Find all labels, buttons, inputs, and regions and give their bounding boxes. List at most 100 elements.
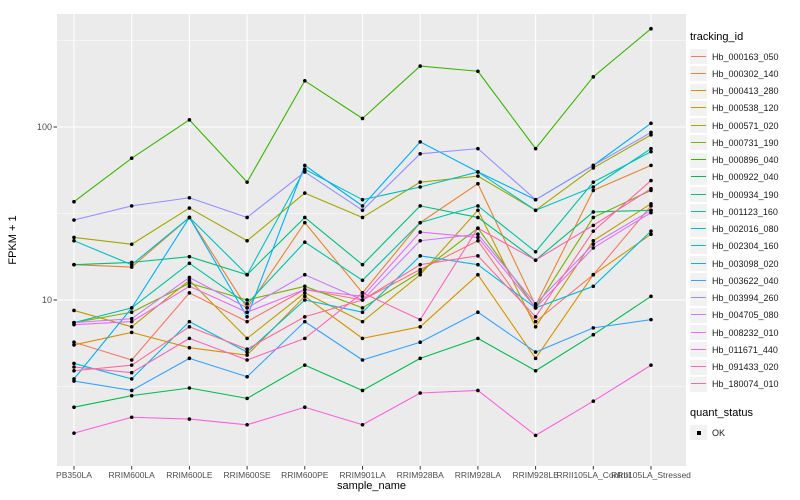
data-point <box>72 431 76 435</box>
data-point <box>418 64 423 68</box>
data-point <box>533 302 538 306</box>
data-point <box>360 306 365 310</box>
data-point <box>476 388 480 393</box>
data-point <box>418 230 423 234</box>
data-point <box>303 163 307 168</box>
legend-color-line-icon <box>691 193 706 195</box>
data-point <box>72 199 76 204</box>
data-point <box>649 232 653 237</box>
data-point <box>187 336 192 341</box>
legend-item-label: Hb_091433_020 <box>712 362 779 373</box>
legend-item-Hb_000922_040: Hb_000922_040 <box>690 169 798 186</box>
data-point <box>418 151 423 156</box>
data-point <box>591 210 596 214</box>
data-point <box>360 116 365 121</box>
legend-key-box <box>690 256 707 272</box>
data-point <box>129 415 134 420</box>
data-point <box>129 319 134 324</box>
data-point <box>303 170 307 174</box>
legend-item-Hb_008232_010: Hb_008232_010 <box>690 324 798 341</box>
data-point <box>533 258 538 262</box>
legend-item-Hb_000571_020: Hb_000571_020 <box>690 117 798 134</box>
data-point <box>418 356 423 361</box>
y-axis-title: FPKM + 1 <box>7 215 19 265</box>
data-point <box>360 422 365 427</box>
data-point <box>187 118 192 122</box>
data-point <box>129 262 134 267</box>
data-point <box>476 310 480 315</box>
data-point <box>476 238 480 243</box>
data-point <box>476 235 480 240</box>
data-point <box>129 306 134 310</box>
legend-title-tracking-id: tracking_id <box>690 31 744 43</box>
data-point <box>245 396 249 401</box>
data-point <box>187 284 192 289</box>
data-point <box>303 336 307 341</box>
data-point <box>129 330 134 335</box>
data-point <box>245 347 249 351</box>
data-point <box>476 181 480 186</box>
data-point <box>245 358 249 362</box>
data-point <box>129 310 134 315</box>
data-point <box>129 388 134 393</box>
data-point <box>245 374 249 379</box>
data-point <box>591 284 596 289</box>
data-point <box>303 319 307 324</box>
legend-item-label: Hb_000731_190 <box>712 137 779 148</box>
data-point <box>591 166 596 170</box>
legend-color-line-icon <box>691 314 706 316</box>
legend-item-label: Hb_001123_160 <box>712 206 778 217</box>
data-point <box>129 393 134 398</box>
x-tick-label: RRIM901LA <box>339 470 386 480</box>
data-point <box>591 242 596 247</box>
legend-key-box <box>690 325 707 341</box>
legend-item-Hb_003098_020: Hb_003098_020 <box>690 255 798 272</box>
data-point <box>303 167 307 172</box>
legend-key-box <box>690 66 707 82</box>
x-tick-label: RRIM600LE <box>166 470 213 480</box>
legend-key-box <box>690 100 707 116</box>
data-point <box>72 405 76 410</box>
data-point <box>303 272 307 277</box>
legend-color-line-icon <box>691 348 706 350</box>
data-point <box>245 238 249 243</box>
legend-color-line-icon <box>691 279 706 281</box>
x-tick-label: RRIM928BA <box>396 470 444 480</box>
data-point <box>476 204 480 208</box>
data-point <box>533 208 538 213</box>
data-point <box>591 246 596 250</box>
data-point <box>533 249 538 254</box>
legend-item-Hb_000413_280: Hb_000413_280 <box>690 83 798 100</box>
legend-color-line-icon <box>691 124 706 126</box>
data-point <box>476 254 480 258</box>
legend-key-box <box>690 342 707 358</box>
legend-color-line-icon <box>691 176 706 178</box>
data-point <box>649 133 653 137</box>
data-point <box>129 363 134 367</box>
data-point <box>72 238 76 243</box>
x-axis-title: sample_name <box>336 480 407 492</box>
legend-color-line-icon <box>691 55 706 57</box>
legend-item-label: Hb_000922_040 <box>712 172 779 183</box>
data-point <box>187 345 192 350</box>
data-point <box>649 317 653 322</box>
data-point <box>245 350 249 354</box>
legend-color-line-icon <box>691 228 706 230</box>
data-point <box>476 336 480 341</box>
legend-key-box <box>690 290 707 306</box>
data-point <box>360 262 365 267</box>
legend-item-label: Hb_003622_040 <box>712 275 779 286</box>
legend-key-box <box>690 204 707 220</box>
legend-key-box <box>690 135 707 151</box>
legend-item-label: Hb_011671_440 <box>712 344 778 355</box>
data-point <box>360 197 365 202</box>
data-point <box>303 294 307 299</box>
data-point <box>591 399 596 404</box>
legend-color-line-icon <box>691 383 706 385</box>
legend-key-box <box>690 221 707 237</box>
data-point <box>418 185 423 189</box>
data-point <box>476 69 480 74</box>
data-point <box>72 218 76 222</box>
data-point <box>533 324 538 329</box>
x-tick-label: RRIM600SE <box>223 470 271 480</box>
